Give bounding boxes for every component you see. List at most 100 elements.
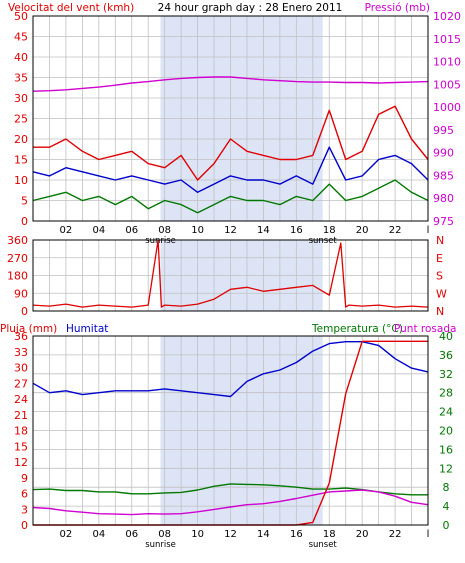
direction-tick-label: 360	[7, 234, 28, 247]
panel-2-frame	[32, 335, 429, 526]
sunset-label: sunset	[309, 236, 338, 246]
direction-tick-label: 180	[7, 270, 28, 283]
pressure-tick-label: 1020	[433, 10, 461, 23]
hour-label: 22	[389, 225, 402, 236]
temperature-tick-label: 36	[439, 349, 453, 362]
rain-tick-label: 6	[21, 488, 28, 501]
rain-tick-label: 24	[14, 393, 28, 406]
temperature-tick-label: 8	[443, 481, 450, 494]
hour-label: 14	[257, 225, 270, 236]
rain-tick-label: 12	[14, 456, 28, 469]
rain-tick-label: 33	[14, 346, 28, 359]
rain-tick-label: 0	[21, 519, 28, 532]
temperature-tick-label: 28	[439, 387, 453, 400]
wind-speed-tick-label: 25	[14, 113, 28, 126]
panel-0-frame	[32, 15, 429, 222]
chart-title: 24 hour graph day : 28 Enero 2011	[158, 2, 343, 14]
temperature-tick-label: 20	[439, 425, 453, 438]
sunset-label: sunset	[309, 540, 338, 550]
hour-label: 06	[125, 529, 138, 540]
temperature-tick-label: 16	[439, 443, 453, 456]
rain-tick-label: 36	[14, 330, 28, 343]
hour-label: 06	[125, 225, 138, 236]
direction-tick-label: 0	[21, 305, 28, 318]
rain-tick-label: 3	[21, 503, 28, 516]
wind-axis-label: Velocitat del vent (kmh)	[8, 2, 134, 14]
sunrise-label: sunrise	[145, 540, 176, 550]
temperature-tick-label: 40	[439, 330, 453, 343]
compass-tick-label: E	[436, 252, 443, 265]
sunrise-label: sunrise	[145, 236, 176, 246]
hour-label: 20	[356, 529, 369, 540]
pressure-tick-label: 1000	[433, 101, 461, 114]
temperature-tick-label: 4	[443, 500, 450, 513]
hour-label: 12	[224, 529, 237, 540]
series-magenta-line	[32, 76, 429, 92]
hour-label: 10	[191, 529, 204, 540]
hour-label: 16	[290, 225, 303, 236]
temperature-tick-label: 0	[443, 519, 450, 532]
hour-label: 08	[158, 529, 171, 540]
temperature-axis-label: Temperatura (°C)	[311, 323, 403, 335]
hour-label: 02	[60, 529, 73, 540]
hour-label: 18	[323, 529, 336, 540]
direction-tick-label: 270	[7, 252, 28, 265]
wind-speed-tick-label: 50	[14, 10, 28, 23]
pressure-tick-label: 990	[433, 147, 454, 160]
series-blue-line	[32, 146, 429, 194]
humidity-axis-label: Humitat	[66, 323, 108, 335]
hour-label: 16	[290, 529, 303, 540]
rain-axis-label: Pluja (mm)	[0, 323, 57, 335]
hour-label: 08	[158, 225, 171, 236]
wind-speed-tick-label: 20	[14, 133, 28, 146]
end-tick-label: l	[427, 225, 430, 236]
wind-speed-tick-label: 30	[14, 92, 28, 105]
series-punt-rosada-line	[32, 489, 429, 516]
hour-label: 02	[60, 225, 73, 236]
end-tick-label: l	[427, 529, 430, 540]
compass-tick-label: N	[436, 305, 444, 318]
wind-speed-tick-label: 45	[14, 31, 28, 44]
hour-label: 22	[389, 529, 402, 540]
hour-label: 14	[257, 529, 270, 540]
hour-label: 10	[191, 225, 204, 236]
pressure-tick-label: 1005	[433, 78, 461, 91]
hour-label: 20	[356, 225, 369, 236]
wind-direction-line	[32, 239, 429, 308]
wind-speed-tick-label: 0	[21, 215, 28, 228]
pressure-tick-label: 1015	[433, 33, 461, 46]
hour-label: 18	[323, 225, 336, 236]
pressure-tick-label: 1010	[433, 56, 461, 69]
series-green-line	[32, 179, 429, 214]
temperature-tick-label: 12	[439, 462, 453, 475]
wind-speed-tick-label: 10	[14, 174, 28, 187]
panel-1-frame	[32, 239, 429, 312]
wind-speed-tick-label: 35	[14, 72, 28, 85]
temperature-tick-label: 32	[439, 368, 453, 381]
rain-tick-label: 21	[14, 409, 28, 422]
pressure-tick-label: 980	[433, 192, 454, 205]
series-red-line	[33, 105, 429, 181]
pressure-tick-label: 985	[433, 169, 454, 182]
temperature-tick-label: 24	[439, 406, 453, 419]
hour-label: 12	[224, 225, 237, 236]
rain-tick-label: 9	[21, 472, 28, 485]
compass-tick-label: W	[436, 287, 447, 300]
wind-speed-tick-label: 15	[14, 154, 28, 167]
compass-tick-label: S	[436, 270, 443, 283]
wind-speed-tick-label: 40	[14, 51, 28, 64]
direction-tick-label: 90	[14, 287, 28, 300]
hour-label: 04	[92, 225, 105, 236]
hour-label: 04	[92, 529, 105, 540]
rain-tick-label: 18	[14, 425, 28, 438]
pressure-axis-label: Pressió (mb)	[365, 2, 430, 14]
rain-tick-label: 27	[14, 377, 28, 390]
wind-speed-tick-label: 5	[21, 195, 28, 208]
pressure-tick-label: 975	[433, 215, 454, 228]
rain-tick-label: 15	[14, 440, 28, 453]
rain-tick-label: 30	[14, 362, 28, 375]
dewpoint-axis-label: Punt rosada	[394, 323, 456, 335]
compass-tick-label: N	[436, 234, 444, 247]
